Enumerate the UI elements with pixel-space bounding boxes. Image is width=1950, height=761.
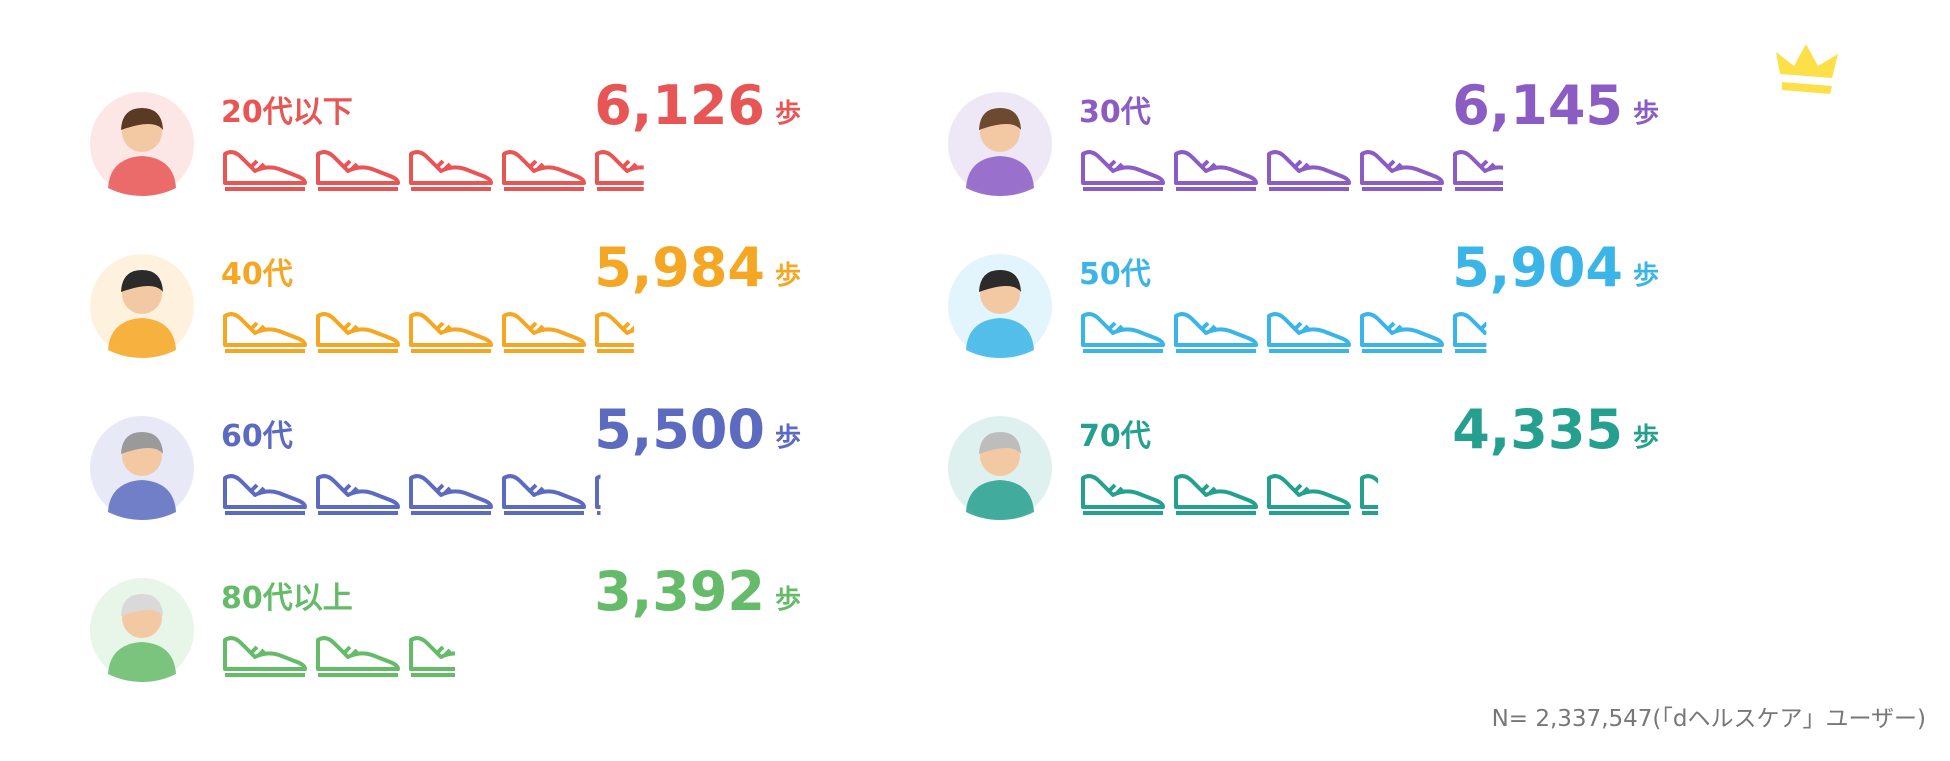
value-label: 5,904 [1452,236,1623,299]
shoe-bar [221,469,601,519]
category-label: 50代 [1079,257,1151,292]
unit-label: 歩 [775,423,801,453]
avatar [948,254,1052,358]
unit-label: 歩 [1633,261,1659,291]
shoe-bar [1079,307,1487,357]
unit-label: 歩 [1633,423,1659,453]
shoe-bar [1079,469,1379,519]
avatar [948,92,1052,196]
avatar [90,578,194,682]
unit-label: 歩 [775,261,801,291]
shoe-bar [221,145,644,195]
value-label: 6,126 [594,74,765,137]
category-label: 30代 [1079,95,1151,130]
unit-label: 歩 [775,99,801,129]
unit-label: 歩 [775,585,801,615]
value-label: 5,984 [594,236,765,299]
avatar [90,92,194,196]
shoe-bar [221,307,634,357]
category-label: 40代 [221,257,293,292]
category-label: 60代 [221,419,293,454]
value-label: 6,145 [1452,74,1623,137]
value-label: 3,392 [594,560,765,623]
shoe-bar [221,631,456,681]
shoe-bar [1079,145,1504,195]
avatar [90,254,194,358]
crown [1776,44,1838,94]
category-label: 70代 [1079,419,1151,454]
category-label: 80代以上 [221,581,353,616]
avatar [90,416,194,520]
value-label: 5,500 [594,398,765,461]
category-label: 20代以下 [221,95,353,130]
note: N= 2,337,547(「dヘルスケア」ユーザー) [1492,706,1926,732]
avatar [948,416,1052,520]
unit-label: 歩 [1633,99,1659,129]
value-label: 4,335 [1452,398,1623,461]
